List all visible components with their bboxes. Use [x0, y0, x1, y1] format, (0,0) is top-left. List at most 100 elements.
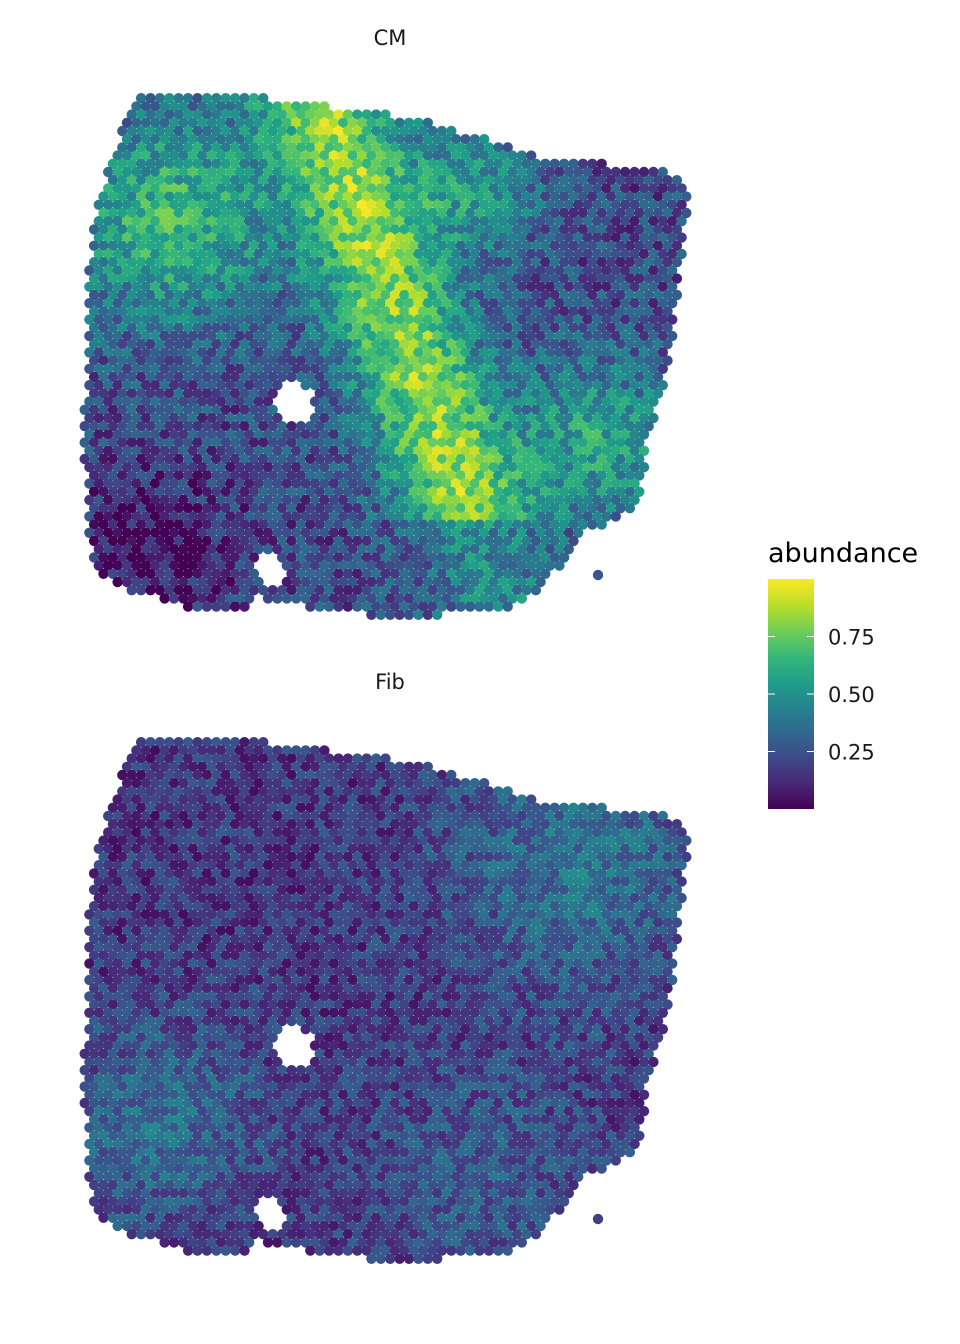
spot [638, 330, 650, 342]
spot [201, 503, 213, 514]
spot [234, 117, 245, 128]
spot [328, 134, 339, 145]
spot [573, 380, 584, 391]
spot [211, 355, 222, 366]
spot [323, 453, 335, 465]
spot [488, 544, 499, 555]
spot [164, 437, 175, 448]
spot [507, 429, 518, 440]
spot [648, 380, 659, 391]
spot [436, 125, 448, 137]
spot [389, 568, 401, 579]
spot [361, 371, 372, 383]
spot [403, 396, 415, 407]
spot [140, 298, 151, 309]
spot [605, 289, 617, 301]
spot [253, 248, 264, 260]
spot [253, 166, 264, 178]
spot [441, 216, 452, 227]
spot [206, 478, 217, 489]
spot [511, 306, 523, 317]
spot [356, 347, 368, 358]
spot [314, 125, 325, 137]
spot [187, 232, 198, 243]
spot [192, 388, 203, 399]
spot [563, 232, 574, 243]
spot [568, 486, 579, 497]
spot [253, 314, 264, 325]
spot [530, 240, 542, 251]
spot [422, 445, 433, 456]
spot [356, 363, 368, 374]
spot [182, 355, 194, 366]
spot [150, 429, 161, 440]
spot [596, 322, 607, 333]
spot [366, 330, 377, 342]
spot [370, 453, 382, 465]
spot [577, 175, 589, 186]
spot [638, 298, 650, 309]
spot [347, 199, 358, 210]
spot [281, 347, 292, 358]
spot [267, 158, 278, 169]
spot [154, 257, 166, 268]
spot [601, 429, 612, 440]
spot [526, 298, 537, 309]
spot [497, 216, 509, 227]
spot [220, 306, 231, 317]
spot [84, 314, 95, 325]
spot [573, 462, 584, 473]
spot [375, 445, 386, 456]
spot [211, 257, 222, 268]
spot [135, 339, 147, 350]
spot [563, 248, 574, 260]
spot [150, 101, 161, 112]
spot [596, 453, 607, 465]
spot [323, 568, 335, 579]
spot [192, 142, 203, 153]
spot [582, 347, 593, 358]
spot [601, 265, 612, 276]
spot [464, 191, 476, 202]
spot [356, 429, 368, 440]
spot [554, 330, 565, 342]
spot [629, 330, 640, 342]
spot [582, 314, 593, 325]
spot [361, 224, 372, 235]
spot [446, 207, 457, 219]
spot [380, 158, 391, 169]
spot [479, 183, 490, 194]
spot [577, 322, 589, 333]
spot [187, 544, 198, 555]
spot [549, 257, 560, 268]
spot [681, 191, 692, 202]
spot [253, 544, 264, 555]
spot [540, 421, 551, 432]
spot [93, 380, 105, 391]
spot [549, 470, 560, 481]
spot [150, 166, 161, 178]
spot [568, 240, 579, 251]
spot [361, 421, 372, 432]
spot [131, 363, 142, 374]
spot [366, 347, 377, 358]
spot [93, 560, 105, 571]
spot [657, 183, 668, 194]
spot [145, 470, 156, 481]
spot [417, 519, 429, 530]
spot [140, 412, 151, 424]
spot [93, 298, 105, 309]
spot [328, 560, 339, 571]
spot [164, 175, 175, 186]
spot [432, 216, 443, 227]
spot [516, 462, 527, 473]
spot [657, 347, 668, 358]
spot [150, 396, 161, 407]
spot [375, 232, 386, 243]
spot [276, 486, 288, 497]
spot [601, 396, 612, 407]
spot [446, 568, 457, 579]
spot [197, 494, 208, 506]
spot [427, 224, 438, 235]
spot [300, 199, 311, 210]
